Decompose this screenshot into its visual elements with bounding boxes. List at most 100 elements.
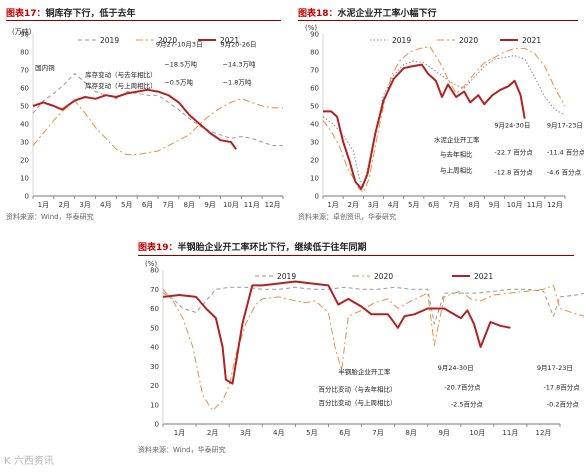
annotation-text: 库存变动（与上周相比） xyxy=(85,81,157,90)
chart-source: 资料来源：Wind，华泰研究 xyxy=(138,446,226,454)
y-unit-label: (%) xyxy=(145,260,157,268)
x-tick-label: 1月 xyxy=(174,429,185,437)
y-tick-label: 70 xyxy=(150,286,159,294)
y-tick-label: 70 xyxy=(310,67,319,75)
y-tick-label: 80 xyxy=(310,49,319,57)
x-tick-label: 8月 xyxy=(405,429,416,437)
y-tick-label: 30 xyxy=(20,139,29,147)
annotation-text: 库存变动（与去年相比） xyxy=(85,70,157,79)
annotation-text: 水泥企业开工率 xyxy=(434,135,480,144)
y-tick-label: 20 xyxy=(150,382,159,390)
x-tick-label: 12月 xyxy=(547,201,563,209)
annotation-text: 国内铜 xyxy=(35,63,55,72)
y-tick-label: 40 xyxy=(310,121,319,129)
annotation-text: 百分比变动（与上周相比） xyxy=(318,398,396,407)
x-tick-label: 8月 xyxy=(184,201,195,209)
annotation-text: −14.3万吨 xyxy=(223,59,256,68)
x-tick-label: 1月 xyxy=(327,201,338,209)
x-tick-label: 12月 xyxy=(535,429,551,437)
y-tick-label: 70 xyxy=(20,67,29,75)
annotation-text: 9月20-26日 xyxy=(221,41,257,49)
legend-label-2020: 2020 xyxy=(158,36,177,45)
annotation-text: 9月17-23日 xyxy=(537,364,573,372)
series-line-2019 xyxy=(322,55,566,188)
x-tick-label: 10月 xyxy=(507,201,523,209)
y-unit-label: (%) xyxy=(305,24,317,32)
chart-source: 资料来源：卓创资讯，华泰研究 xyxy=(298,213,396,221)
y-tick-label: 80 xyxy=(150,267,159,275)
annotation-text: −18.5万吨 xyxy=(164,59,197,68)
legend-label-2021: 2021 xyxy=(522,36,541,45)
legend-label-2019: 2019 xyxy=(392,36,411,45)
y-tick-label: 40 xyxy=(20,121,29,129)
x-tick-label: 5月 xyxy=(306,429,317,437)
annotation-text: −0.5万吨 xyxy=(164,77,193,86)
series-line-2021 xyxy=(323,63,526,190)
annotation-text: −1.8万吨 xyxy=(223,77,252,86)
chart-title: 图表17：铜库存下行，低于去年 xyxy=(6,9,136,19)
title-underline xyxy=(298,20,578,21)
x-tick-label: 10月 xyxy=(469,429,485,437)
x-tick-label: 1月 xyxy=(38,201,49,209)
x-tick-label: 11月 xyxy=(527,201,543,209)
x-tick-label: 2月 xyxy=(348,201,359,209)
annotation-text: -0.2百分点 xyxy=(547,400,580,409)
x-tick-label: 4月 xyxy=(100,201,111,209)
annotation-text: 百分比变动（与去年相比） xyxy=(318,384,396,393)
series-line-2019 xyxy=(32,73,283,147)
x-tick-label: 9月 xyxy=(438,429,449,437)
annotation-text: -4.6 百分点 xyxy=(547,167,582,176)
legend-label-2019: 2019 xyxy=(277,272,296,281)
series-line-2021 xyxy=(162,280,511,385)
x-tick-label: 5月 xyxy=(121,201,132,209)
annotation-text: 9月24-30日 xyxy=(438,364,474,372)
y-tick-label: 10 xyxy=(150,401,159,409)
y-tick-label: 10 xyxy=(310,175,319,183)
chart-title: 图表19：半钢胎企业开工率环比下行，继续低于往年同期 xyxy=(138,243,367,253)
y-tick-label: 60 xyxy=(310,85,319,93)
x-tick-label: 6月 xyxy=(428,201,439,209)
x-tick-label: 9月 xyxy=(489,201,500,209)
title-underline xyxy=(6,20,281,21)
y-tick-label: 30 xyxy=(150,363,159,371)
x-tick-label: 7月 xyxy=(372,429,383,437)
y-tick-label: 0 xyxy=(315,193,319,201)
x-tick-label: 10月 xyxy=(223,201,239,209)
annotation-text: 9月24-30日 xyxy=(494,122,530,130)
annotation-text: -12.8 百分点 xyxy=(494,167,533,176)
annotation-text: -20.7百分点 xyxy=(444,382,481,391)
y-tick-label: 60 xyxy=(20,85,29,93)
watermark: K 六西资讯 xyxy=(4,456,54,467)
legend-label-2020: 2020 xyxy=(374,272,393,281)
y-tick-label: 0 xyxy=(155,421,159,429)
legend-label-2019: 2019 xyxy=(100,36,119,45)
series-line-2021 xyxy=(32,88,237,150)
x-tick-label: 6月 xyxy=(339,429,350,437)
x-tick-label: 3月 xyxy=(368,201,379,209)
x-tick-label: 7月 xyxy=(448,201,459,209)
annotation-text: 与去年相比 xyxy=(440,149,473,158)
annotation-text: -17.8百分点 xyxy=(543,382,580,391)
y-tick-label: 20 xyxy=(20,157,29,165)
x-tick-label: 3月 xyxy=(240,429,251,437)
annotation-text: -11.4 百分点 xyxy=(547,148,584,157)
annotation-text: -2.5百分点 xyxy=(451,400,484,409)
x-tick-label: 7月 xyxy=(163,201,174,209)
annotation-text: -22.7 百分点 xyxy=(494,148,533,157)
chart-title: 图表18：水泥企业开工率小幅下行 xyxy=(298,9,437,19)
annotation-text: 9月27-10月3日 xyxy=(156,41,203,49)
x-tick-label: 2月 xyxy=(207,429,218,437)
legend-label-2020: 2020 xyxy=(459,36,478,45)
x-tick-label: 12月 xyxy=(265,201,281,209)
annotation-text: 9月17-23日 xyxy=(547,122,583,130)
x-tick-label: 5月 xyxy=(408,201,419,209)
x-tick-label: 4月 xyxy=(388,201,399,209)
y-unit-label: (万吨) xyxy=(12,27,32,36)
x-tick-label: 4月 xyxy=(273,429,284,437)
y-tick-label: 80 xyxy=(20,49,29,57)
annotation-text: 半钢胎企业开工率 xyxy=(338,367,391,376)
annotation-text: 与上周相比 xyxy=(440,166,473,175)
